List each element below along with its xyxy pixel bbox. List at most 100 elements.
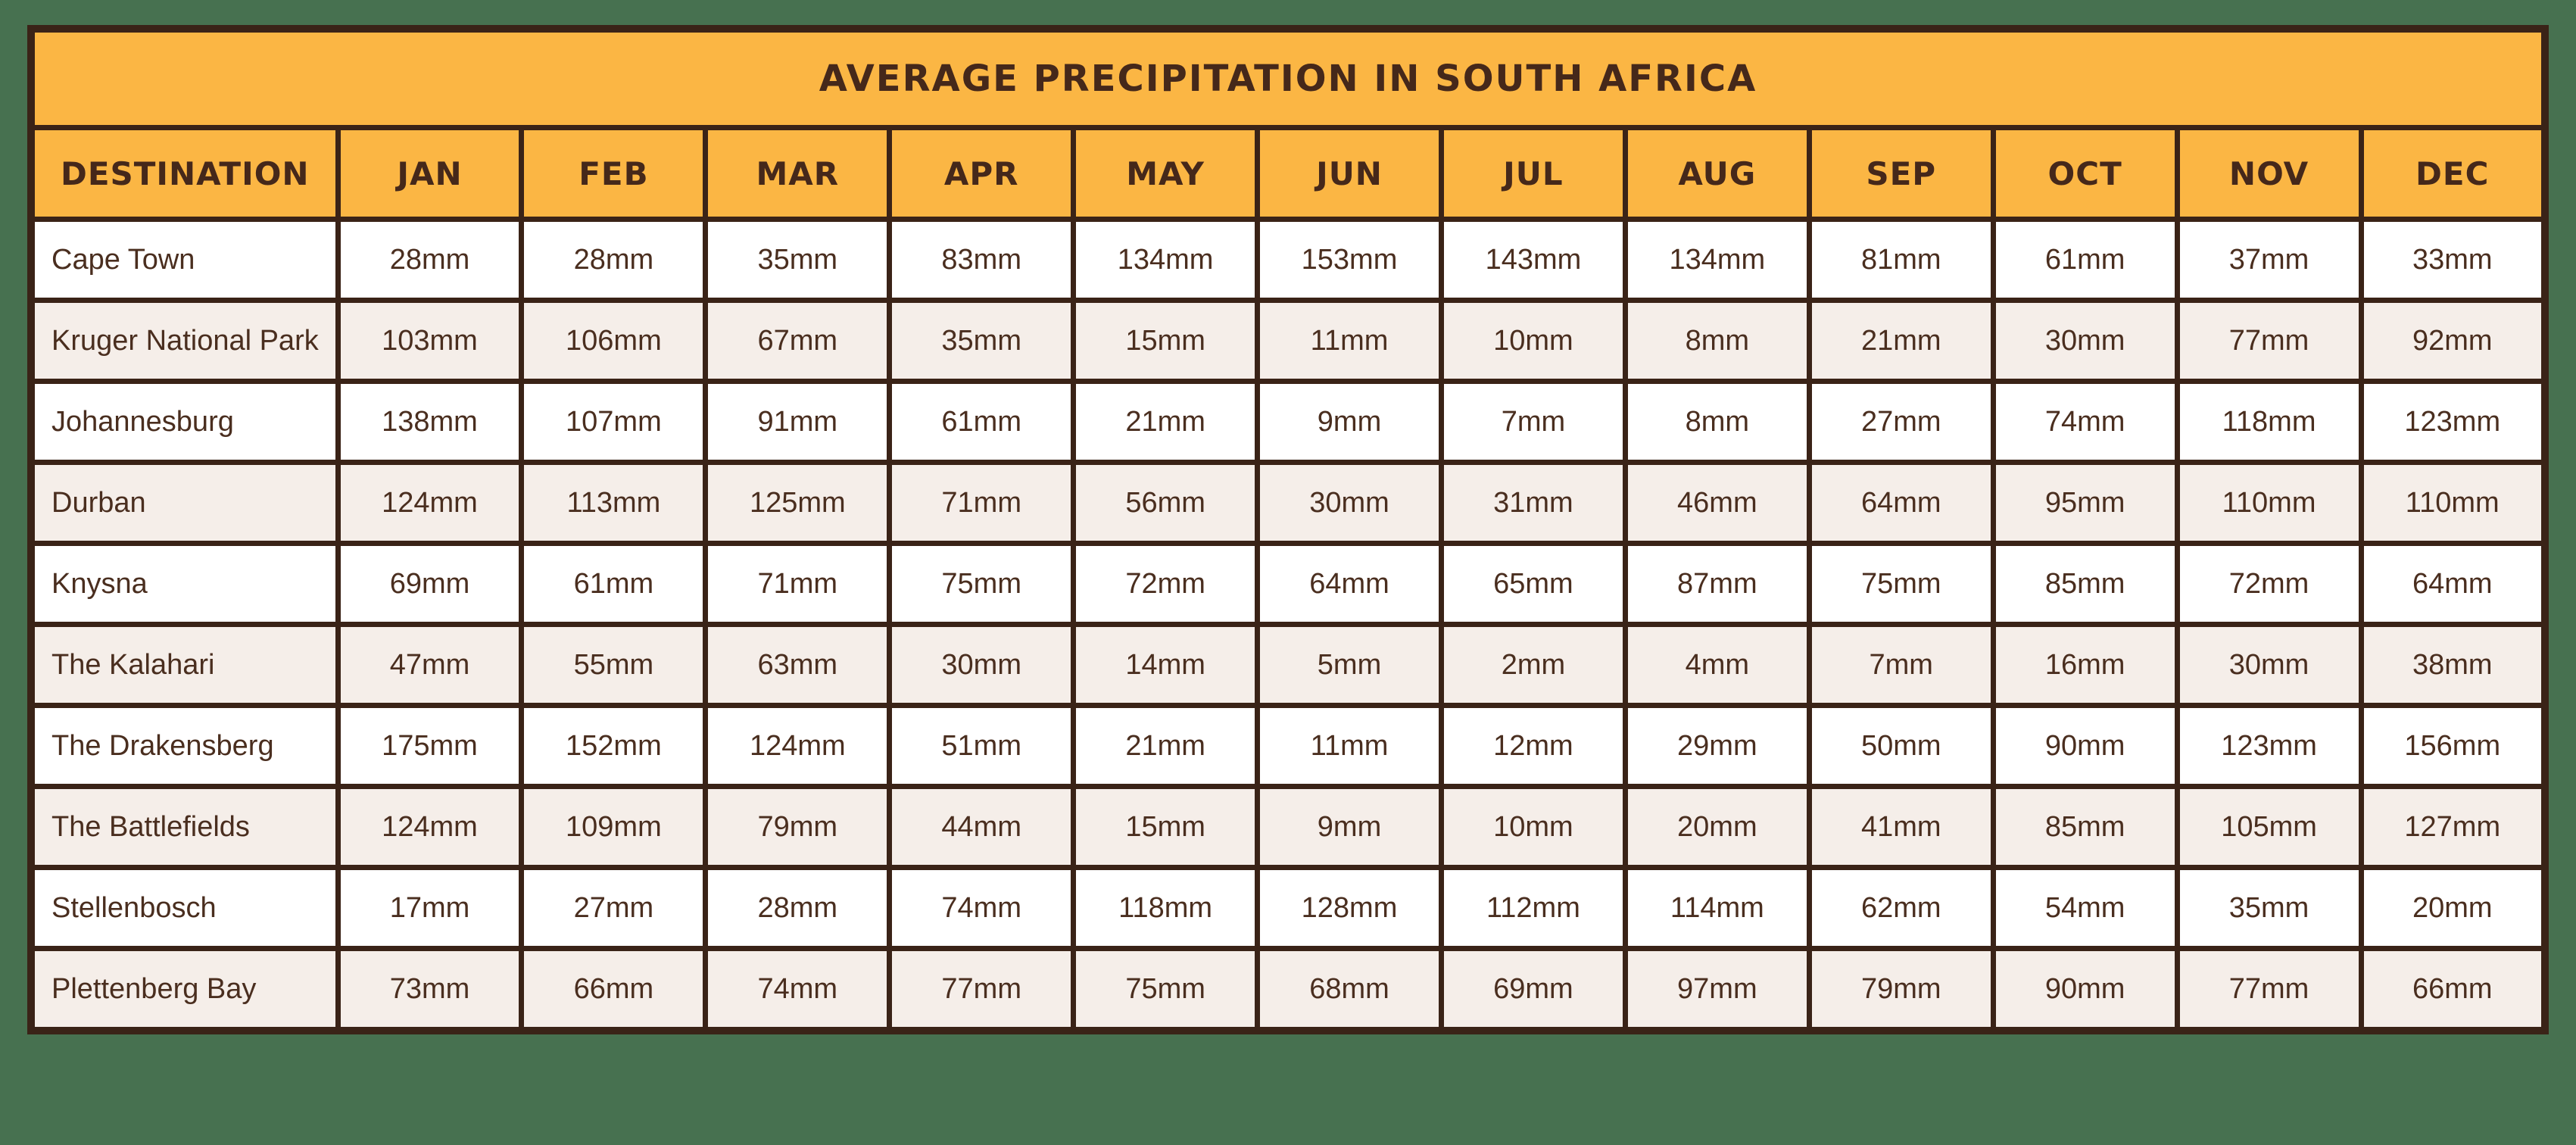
value-cell: 21mm bbox=[1806, 298, 1996, 384]
value-cell: 4mm bbox=[1622, 622, 1812, 708]
value-cell: 11mm bbox=[1255, 298, 1444, 384]
value-cell: 44mm bbox=[887, 784, 1077, 870]
value-cell: 124mm bbox=[703, 703, 893, 789]
value-cell: 35mm bbox=[2174, 865, 2364, 951]
value-cell: 71mm bbox=[887, 460, 1077, 546]
value-cell: 8mm bbox=[1622, 298, 1812, 384]
value-cell: 7mm bbox=[1806, 622, 1996, 708]
value-cell: 14mm bbox=[1071, 622, 1261, 708]
value-cell: 75mm bbox=[1806, 541, 1996, 627]
value-cell: 118mm bbox=[2174, 379, 2364, 465]
value-cell: 50mm bbox=[1806, 703, 1996, 789]
value-cell: 28mm bbox=[335, 217, 525, 303]
value-cell: 87mm bbox=[1622, 541, 1812, 627]
destination-cell: The Battlefields bbox=[28, 784, 341, 870]
value-cell: 127mm bbox=[2358, 784, 2548, 870]
destination-cell: The Drakensberg bbox=[28, 703, 341, 789]
value-cell: 95mm bbox=[1990, 460, 2180, 546]
value-cell: 41mm bbox=[1806, 784, 1996, 870]
column-header: JUL bbox=[1438, 125, 1628, 222]
value-cell: 29mm bbox=[1622, 703, 1812, 789]
value-cell: 152mm bbox=[519, 703, 709, 789]
value-cell: 90mm bbox=[1990, 946, 2180, 1034]
column-header: AUG bbox=[1622, 125, 1812, 222]
value-cell: 21mm bbox=[1071, 379, 1261, 465]
value-cell: 109mm bbox=[519, 784, 709, 870]
value-cell: 90mm bbox=[1990, 703, 2180, 789]
value-cell: 73mm bbox=[335, 946, 525, 1034]
destination-cell: Plettenberg Bay bbox=[28, 946, 341, 1034]
value-cell: 79mm bbox=[703, 784, 893, 870]
value-cell: 124mm bbox=[335, 784, 525, 870]
value-cell: 51mm bbox=[887, 703, 1077, 789]
column-header: SEP bbox=[1806, 125, 1996, 222]
value-cell: 156mm bbox=[2358, 703, 2548, 789]
table-row: Plettenberg Bay 73mm 66mm 74mm 77mm 75mm 68mm… bbox=[28, 946, 2548, 1034]
value-cell: 62mm bbox=[1806, 865, 1996, 951]
value-cell: 124mm bbox=[335, 460, 525, 546]
value-cell: 77mm bbox=[887, 946, 1077, 1034]
value-cell: 112mm bbox=[1438, 865, 1628, 951]
value-cell: 75mm bbox=[887, 541, 1077, 627]
value-cell: 153mm bbox=[1255, 217, 1444, 303]
value-cell: 123mm bbox=[2174, 703, 2364, 789]
value-cell: 16mm bbox=[1990, 622, 2180, 708]
value-cell: 66mm bbox=[519, 946, 709, 1034]
destination-cell: Cape Town bbox=[28, 217, 341, 303]
value-cell: 113mm bbox=[519, 460, 709, 546]
destination-cell: Knysna bbox=[28, 541, 341, 627]
table-body: Cape Town 28mm 28mm 35mm 83mm 134mm 153mm 143m… bbox=[28, 217, 2548, 1034]
value-cell: 33mm bbox=[2358, 217, 2548, 303]
column-header: MAR bbox=[703, 125, 893, 222]
value-cell: 61mm bbox=[887, 379, 1077, 465]
value-cell: 74mm bbox=[1990, 379, 2180, 465]
value-cell: 21mm bbox=[1071, 703, 1261, 789]
precipitation-table: AVERAGE PRECIPITATION IN SOUTH AFRICA DE… bbox=[27, 25, 2549, 1034]
value-cell: 56mm bbox=[1071, 460, 1261, 546]
value-cell: 37mm bbox=[2174, 217, 2364, 303]
value-cell: 103mm bbox=[335, 298, 525, 384]
value-cell: 64mm bbox=[2358, 541, 2548, 627]
value-cell: 110mm bbox=[2174, 460, 2364, 546]
value-cell: 74mm bbox=[887, 865, 1077, 951]
value-cell: 81mm bbox=[1806, 217, 1996, 303]
title-row: AVERAGE PRECIPITATION IN SOUTH AFRICA bbox=[28, 26, 2548, 130]
value-cell: 114mm bbox=[1622, 865, 1812, 951]
table-head: AVERAGE PRECIPITATION IN SOUTH AFRICA DE… bbox=[28, 26, 2548, 222]
value-cell: 75mm bbox=[1071, 946, 1261, 1034]
value-cell: 83mm bbox=[887, 217, 1077, 303]
value-cell: 30mm bbox=[1990, 298, 2180, 384]
value-cell: 72mm bbox=[1071, 541, 1261, 627]
value-cell: 5mm bbox=[1255, 622, 1444, 708]
value-cell: 12mm bbox=[1438, 703, 1628, 789]
column-header: NOV bbox=[2174, 125, 2364, 222]
table-row: The Battlefields 124mm 109mm 79mm 44mm 15mm 9… bbox=[28, 784, 2548, 870]
column-header: APR bbox=[887, 125, 1077, 222]
value-cell: 8mm bbox=[1622, 379, 1812, 465]
destination-cell: Durban bbox=[28, 460, 341, 546]
value-cell: 9mm bbox=[1255, 379, 1444, 465]
value-cell: 77mm bbox=[2174, 946, 2364, 1034]
value-cell: 30mm bbox=[887, 622, 1077, 708]
value-cell: 55mm bbox=[519, 622, 709, 708]
value-cell: 85mm bbox=[1990, 784, 2180, 870]
value-cell: 138mm bbox=[335, 379, 525, 465]
value-cell: 35mm bbox=[703, 217, 893, 303]
value-cell: 61mm bbox=[1990, 217, 2180, 303]
column-header: DEC bbox=[2358, 125, 2548, 222]
value-cell: 79mm bbox=[1806, 946, 1996, 1034]
value-cell: 64mm bbox=[1806, 460, 1996, 546]
value-cell: 143mm bbox=[1438, 217, 1628, 303]
table-row: Johannesburg 138mm 107mm 91mm 61mm 21mm 9mm 7m… bbox=[28, 379, 2548, 465]
value-cell: 92mm bbox=[2358, 298, 2548, 384]
value-cell: 20mm bbox=[2358, 865, 2548, 951]
column-header: MAY bbox=[1071, 125, 1261, 222]
value-cell: 64mm bbox=[1255, 541, 1444, 627]
column-header: OCT bbox=[1990, 125, 2180, 222]
value-cell: 175mm bbox=[335, 703, 525, 789]
value-cell: 85mm bbox=[1990, 541, 2180, 627]
value-cell: 15mm bbox=[1071, 784, 1261, 870]
table-row: Stellenbosch 17mm 27mm 28mm 74mm 118mm 128mm 1… bbox=[28, 865, 2548, 951]
value-cell: 15mm bbox=[1071, 298, 1261, 384]
